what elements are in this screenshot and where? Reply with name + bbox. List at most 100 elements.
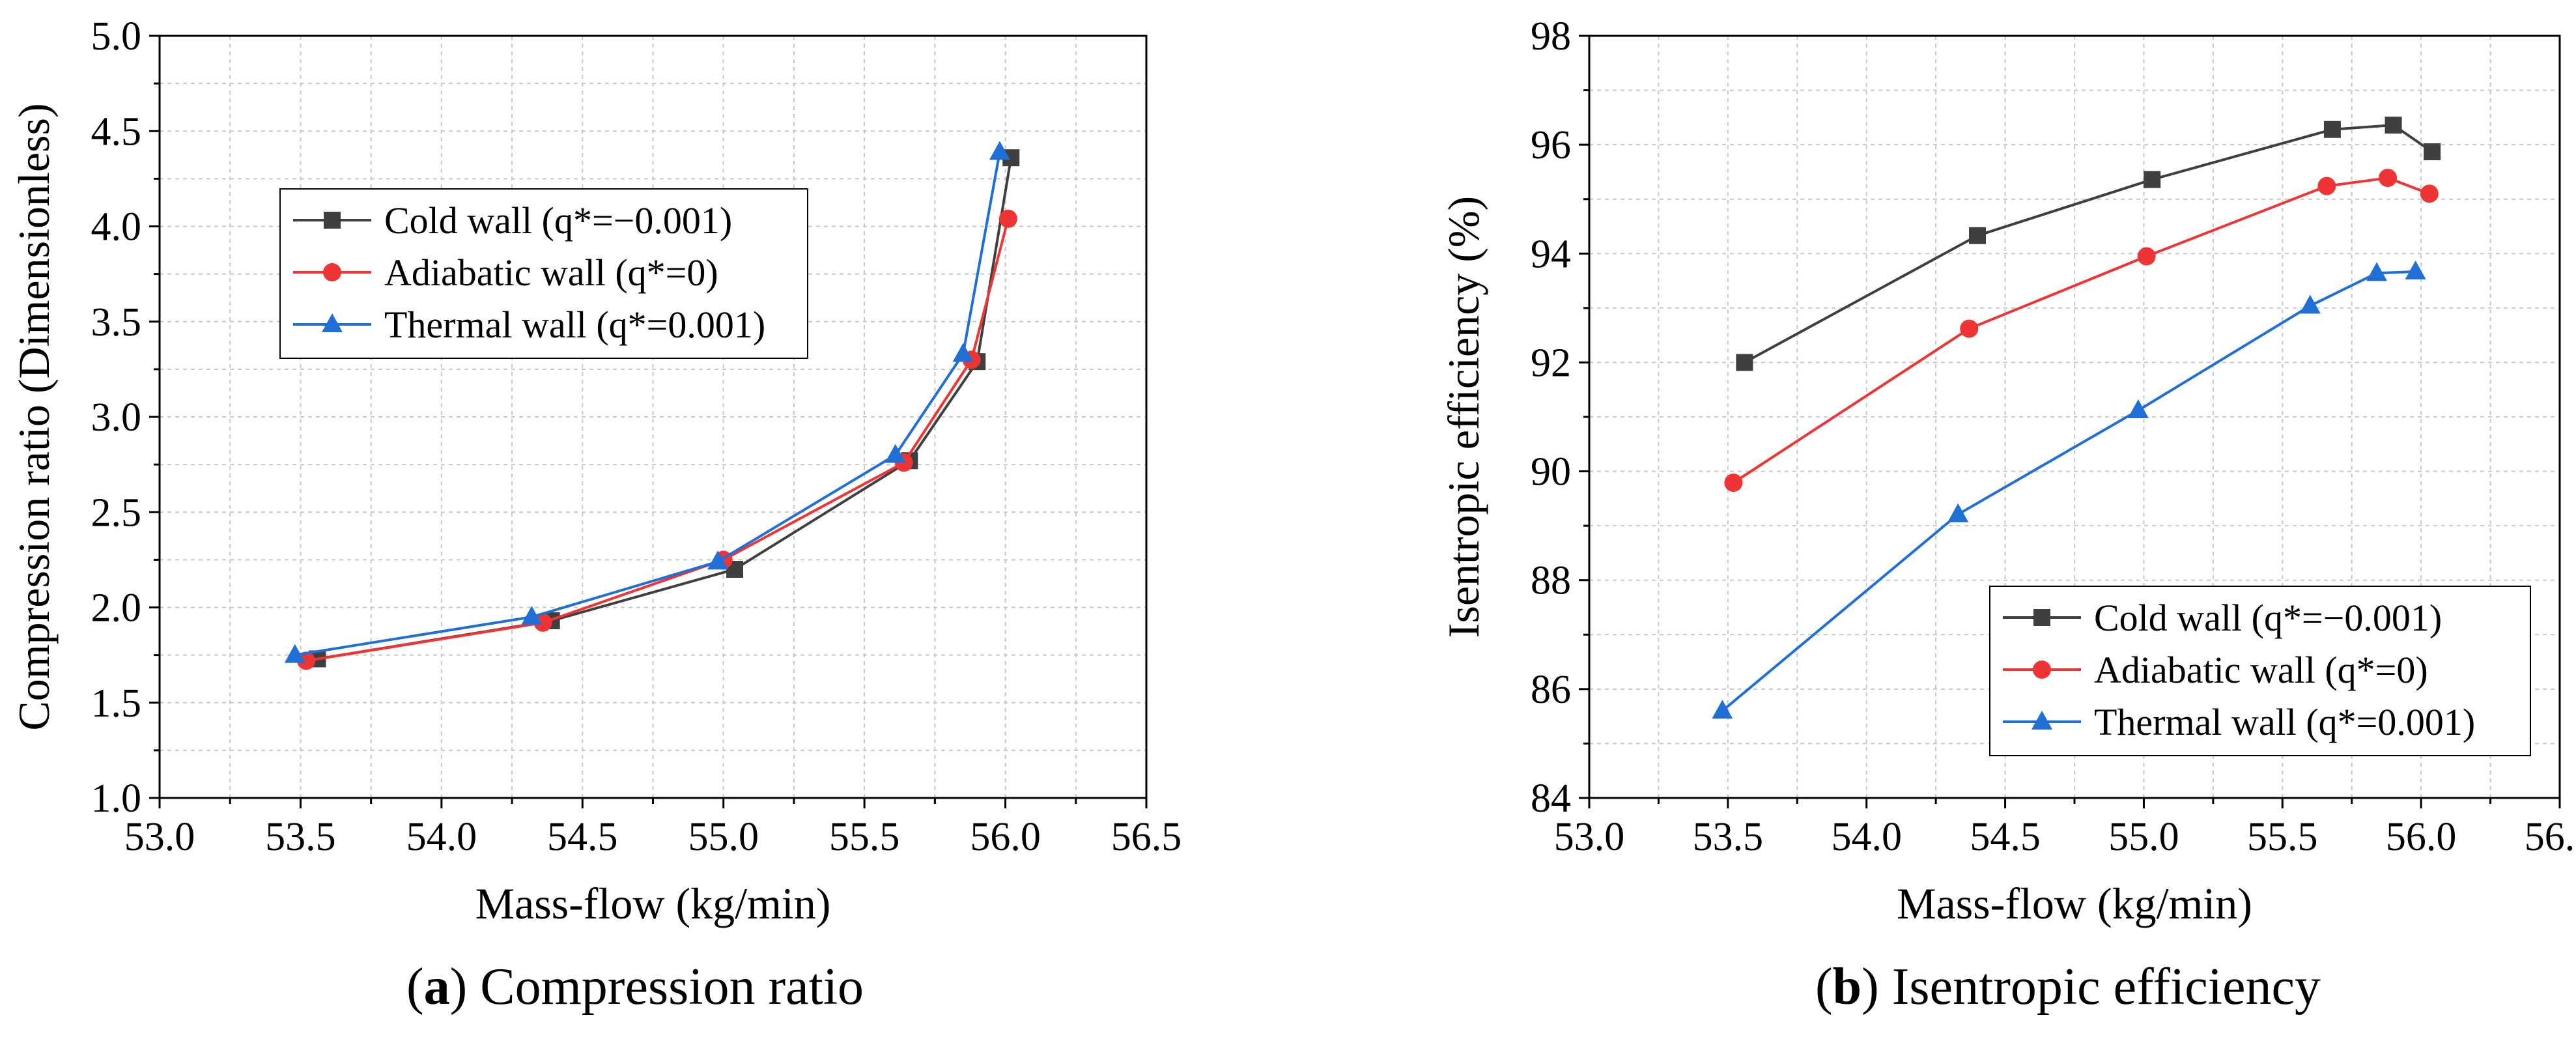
x-tick-label: 55.0 [688,815,759,859]
y-tick-label: 92 [1531,341,1571,385]
y-tick-label: 94 [1531,232,1571,276]
series-line [1721,270,2416,712]
y-tick-label: 88 [1531,559,1571,603]
data-point [2299,294,2321,314]
data-point [1712,700,1733,719]
y-tick-label: 1.5 [91,681,142,726]
chart-a: 53.0 53.5 54.0 54.5 55.0 55.5 56.0 56.5 1.0 1.5 2.… [9,14,1182,928]
y-tick-label: 98 [1531,14,1571,59]
legend-item: Cold wall (q*=−0.001) [2003,597,2442,639]
legend-label: Cold wall (q*=−0.001) [2094,597,2442,639]
legend-item: Thermal wall (q*=0.001) [2003,701,2475,743]
series-cold [1736,117,2441,371]
y-tick-label: 2.0 [91,586,142,631]
legend-label: Cold wall (q*=−0.001) [384,199,732,242]
data-point [1960,319,1979,338]
data-point [2379,169,2398,188]
legend-item: Thermal wall (q*=0.001) [293,304,765,346]
legend: Cold wall (q*=−0.001) Adiabatic wall (q*=… [1989,586,2531,756]
legend-label: Adiabatic wall (q*=0) [2094,649,2428,691]
x-tick-label: 56.0 [2386,815,2457,859]
legend-marker [323,263,341,281]
x-tick-label: 55.5 [829,815,900,859]
x-tick-label: 53.0 [1554,815,1625,859]
x-tick-label: 55.5 [2247,815,2318,859]
x-axis-title: Mass-flow (kg/min) [1897,879,2252,928]
legend-item: Adiabatic wall (q*=0) [293,251,718,294]
data-point [998,209,1017,228]
x-tick-label: 53.5 [1693,815,1764,859]
y-axis-title: Compression ratio (Dimensionless) [9,103,59,730]
y-tick-label: 4.5 [91,109,142,154]
data-point [707,550,729,570]
series-line [1733,177,2430,484]
caption-a-letter: a [423,958,450,1016]
series-thermal [284,141,1010,663]
data-point [2424,143,2441,161]
legend-marker [2033,609,2050,626]
x-tick-label: 54.0 [1831,815,1902,859]
data-point [2144,171,2161,188]
series-line [294,152,1001,657]
data-point [521,606,543,625]
data-point [2405,260,2426,279]
caption-a: (a) Compression ratio [406,958,864,1016]
x-tick-label: 56.5 [1111,815,1182,859]
chart-figure: 53.0 53.5 54.0 54.5 55.0 55.5 56.0 56.5 1.0 1.5 2.… [9,14,2576,928]
y-tick-label: 96 [1531,123,1571,167]
y-tick-label: 2.5 [91,490,142,535]
data-point [1724,474,1743,492]
x-tick-label: 54.0 [406,815,477,859]
series-thermal [1712,260,2426,719]
x-tick-label: 56.0 [970,815,1041,859]
data-point [284,644,305,663]
chart-b: 53.0 53.5 54.0 54.5 55.0 55.5 56.0 56.5 84 86 88 90… [1439,14,2576,928]
legend-label: Thermal wall (q*=0.001) [2094,701,2475,743]
caption-b-text: ) Isentropic efficiency [1861,958,2321,1016]
data-point [952,343,974,362]
legend-marker [2033,661,2051,679]
y-tick-label: 3.0 [91,395,142,440]
series-line [1744,124,2433,364]
data-point [885,444,906,463]
y-tick-label: 84 [1531,776,1571,821]
caption-a-text: ) Compression ratio [449,958,864,1016]
legend-marker [324,212,341,229]
y-tick-label: 90 [1531,450,1571,494]
legend: Cold wall (q*=−0.001) Adiabatic wall (q*=… [279,188,808,359]
series-adiabatic [1724,169,2439,492]
legend-label: Adiabatic wall (q*=0) [384,251,718,294]
x-tick-label: 55.0 [2108,815,2179,859]
series-line [305,218,1010,662]
data-point [2420,184,2439,203]
y-axis-title: Isentropic efficiency (%) [1439,196,1488,638]
data-point [1969,227,1986,244]
x-tick-label: 54.5 [547,815,618,859]
data-point [2317,177,2336,195]
data-point [2385,117,2402,134]
legend-item: Cold wall (q*=−0.001) [293,199,732,242]
data-point [1736,354,1753,371]
data-point [989,141,1010,160]
legend-marker [2031,711,2052,730]
y-tick-label: 1.0 [91,776,142,821]
y-tick-label: 4.0 [91,205,142,249]
legend-marker [322,313,343,332]
x-tick-label: 54.5 [1970,815,2041,859]
data-point [2366,262,2388,281]
data-point [2137,247,2156,266]
y-tick-label: 3.5 [91,300,142,345]
data-point [2323,121,2341,138]
y-tick-label: 5.0 [91,14,142,59]
data-point [1947,503,1969,522]
legend-item: Adiabatic wall (q*=0) [2003,649,2428,691]
legend-label: Thermal wall (q*=0.001) [384,304,765,346]
data-point [2127,399,2149,418]
x-tick-label: 53.0 [124,815,195,859]
x-tick-label: 56.5 [2525,815,2576,859]
x-axis-title: Mass-flow (kg/min) [475,879,831,928]
caption-b: (b) Isentropic efficiency [1815,958,2321,1016]
x-tick-label: 53.5 [265,815,336,859]
y-tick-label: 86 [1531,668,1571,712]
caption-b-letter: b [1832,958,1862,1016]
